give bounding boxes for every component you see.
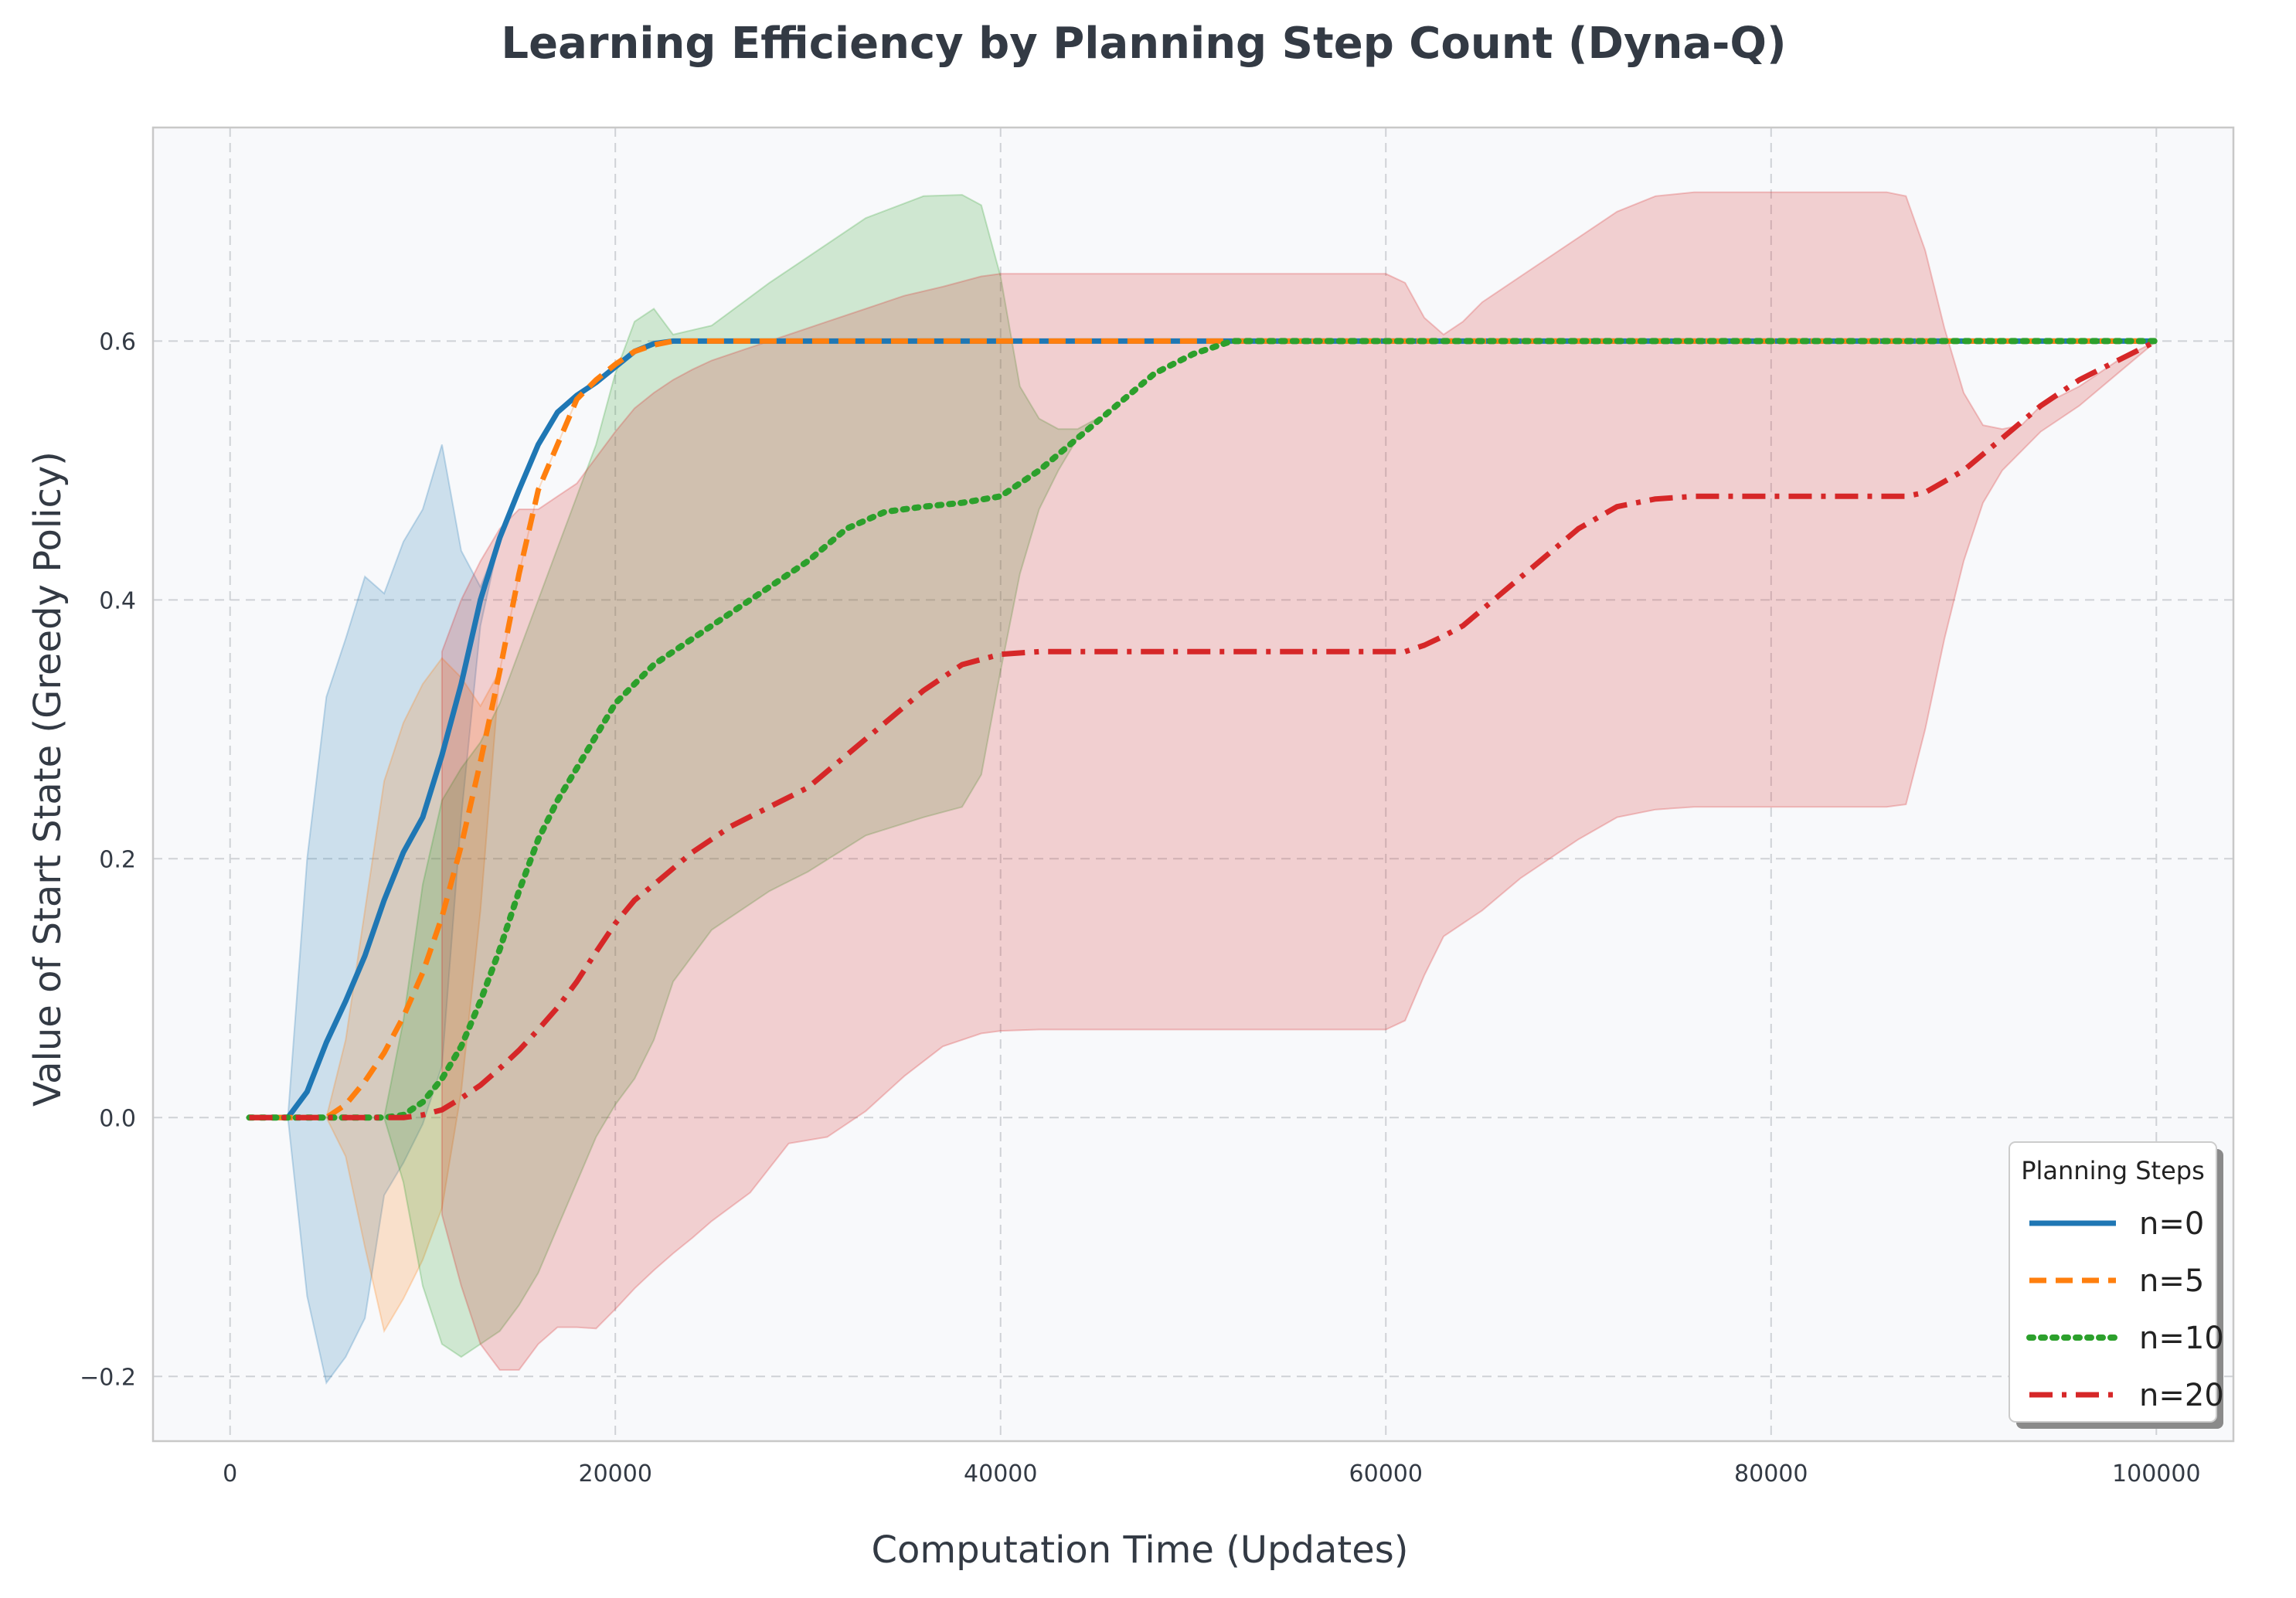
y-tick-label: 0.6 (99, 328, 136, 355)
x-tick-label: 60000 (1349, 1460, 1423, 1488)
series-lines (246, 338, 2160, 1121)
legend-title: Planning Steps (2021, 1156, 2205, 1185)
legend-label-n=20: n=20 (2139, 1378, 2224, 1413)
y-tick-label: 0.0 (99, 1105, 136, 1132)
line-n=10 (246, 338, 2160, 1121)
line-n=20 (249, 338, 2158, 1120)
y-tick-label: −0.2 (80, 1364, 136, 1391)
tick-labels: 0 20000 40000 60000 80000 100000 −0.2 0.0 0.2 0.4… (80, 328, 2200, 1488)
confidence-bands (287, 191, 2157, 1385)
y-axis-label: Value of Start State (Greedy Policy) (26, 451, 70, 1107)
band-n=20 (440, 191, 2157, 1371)
x-tick-label: 20000 (579, 1460, 652, 1488)
y-tick-label: 0.2 (99, 846, 136, 873)
plot-background (153, 128, 2233, 1441)
x-tick-label: 40000 (964, 1460, 1037, 1488)
legend-label-n=0: n=0 (2139, 1206, 2204, 1242)
x-tick-label: 100000 (2112, 1460, 2201, 1488)
legend: Planning Steps n=0 n=5 n=10 n=20 (2009, 1141, 2224, 1429)
legend-label-n=5: n=5 (2139, 1263, 2204, 1299)
chart-title: Learning Efficiency by Planning Step Cou… (501, 19, 1786, 69)
plot-frame (151, 126, 2235, 1443)
line-n=5 (249, 338, 2157, 1120)
x-tick-label: 0 (223, 1460, 237, 1488)
x-tick-label: 80000 (1734, 1460, 1808, 1488)
legend-label-n=10: n=10 (2139, 1321, 2224, 1356)
y-tick-label: 0.4 (99, 587, 136, 614)
grid (153, 128, 2233, 1441)
x-axis-label: Computation Time (Updates) (872, 1528, 1409, 1572)
